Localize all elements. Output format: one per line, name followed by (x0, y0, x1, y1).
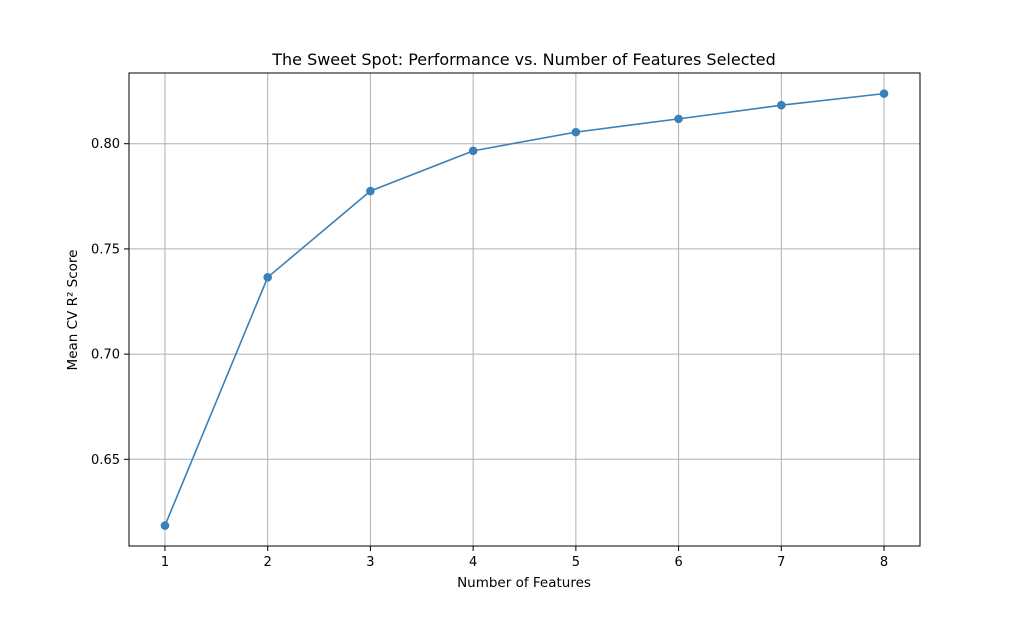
x-axis-label: Number of Features (457, 575, 591, 591)
x-tick-label: 8 (880, 555, 888, 570)
y-tick-label: 0.75 (91, 242, 120, 257)
grid-lines (129, 73, 920, 546)
x-tick-label: 6 (674, 555, 682, 570)
data-point (468, 146, 478, 156)
x-tick-label: 3 (366, 555, 374, 570)
series-line-layer (164, 92, 885, 526)
data-point (571, 127, 581, 137)
data-point (263, 273, 272, 282)
x-tick-label: 2 (264, 555, 272, 570)
x-tick-label: 5 (572, 555, 580, 570)
chart-title: The Sweet Spot: Performance vs. Number o… (271, 50, 776, 69)
x-tick-label: 4 (469, 555, 477, 570)
y-tick-label: 0.80 (91, 137, 120, 152)
series-line (164, 92, 885, 526)
data-point (674, 114, 683, 124)
x-axis-ticks: 1 2 3 4 5 6 7 8 (161, 546, 888, 570)
plot-area-frame (128, 72, 921, 547)
data-point (366, 186, 375, 196)
data-point (160, 521, 170, 530)
data-points (160, 89, 889, 530)
x-tick-label: 7 (777, 555, 785, 570)
y-axis-ticks: 0.65 0.70 0.75 0.80 (91, 137, 129, 468)
y-tick-label: 0.65 (91, 453, 120, 468)
data-point (879, 89, 889, 98)
data-point (777, 100, 786, 110)
y-tick-label: 0.70 (91, 348, 120, 363)
x-tick-label: 1 (161, 555, 169, 570)
y-axis-label: Mean CV R² Score (65, 250, 81, 371)
